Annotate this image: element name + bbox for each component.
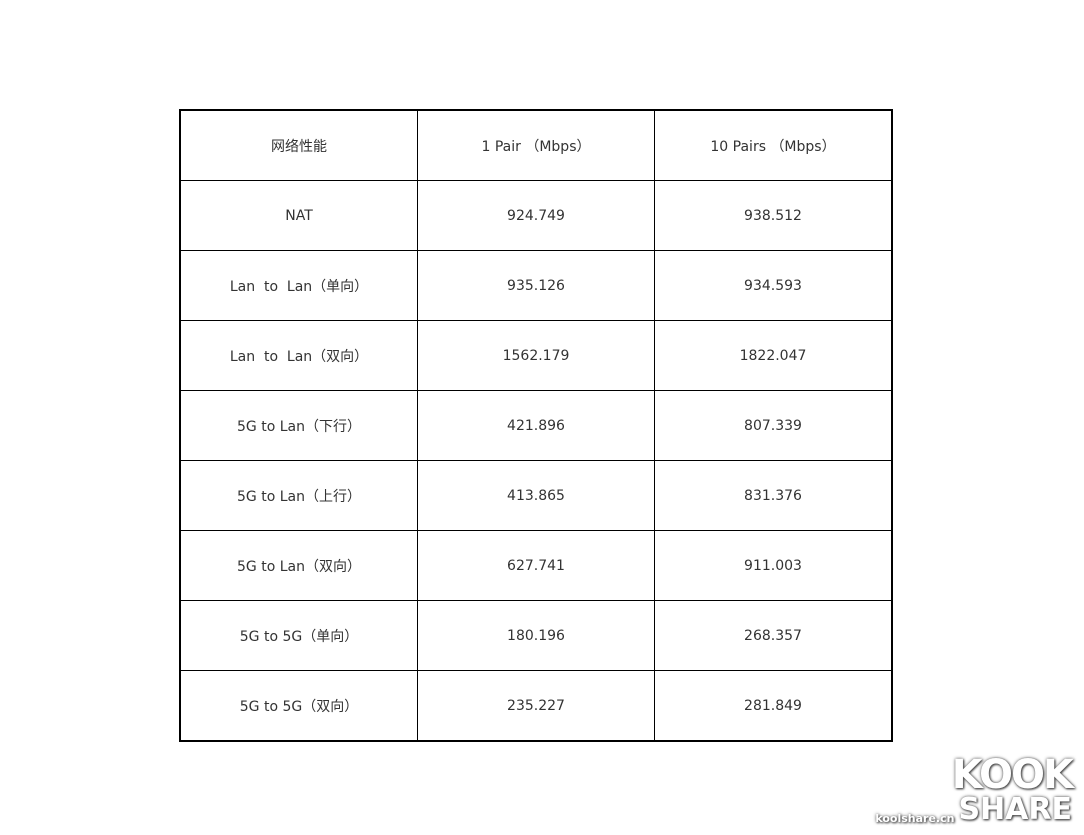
- performance-table: 网络性能 1 Pair （Mbps） 10 Pairs （Mbps） NAT 924.7…: [179, 109, 893, 742]
- table-row: NAT 924.749 938.512: [179, 180, 893, 251]
- koolshare-watermark: KOOK koolshare.cn SHARE: [875, 752, 1074, 827]
- row-label-cell: 5G to 5G（单向）: [179, 600, 418, 671]
- row-label-cell: 5G to 5G（双向）: [179, 670, 418, 742]
- row-label-cell: 5G to Lan（下行）: [179, 390, 418, 461]
- value-cell: 911.003: [654, 530, 893, 601]
- table-row: Lan to Lan（单向） 935.126 934.593: [179, 250, 893, 321]
- value-cell: 935.126: [417, 250, 655, 321]
- value-cell: 807.339: [654, 390, 893, 461]
- header-cell: 网络性能: [179, 109, 418, 181]
- watermark-logo-bottom: SHARE: [958, 792, 1072, 827]
- table-row: 5G to 5G（单向） 180.196 268.357: [179, 600, 893, 671]
- table-row: 5G to Lan（双向） 627.741 911.003: [179, 530, 893, 601]
- header-cell: 10 Pairs （Mbps）: [654, 109, 893, 181]
- value-cell: 627.741: [417, 530, 655, 601]
- row-label-cell: Lan to Lan（单向）: [179, 250, 418, 321]
- table-row: 5G to Lan（上行） 413.865 831.376: [179, 460, 893, 531]
- header-row: 网络性能 1 Pair （Mbps） 10 Pairs （Mbps）: [179, 109, 893, 181]
- table-row: 5G to Lan（下行） 421.896 807.339: [179, 390, 893, 461]
- table-row: 5G to 5G（双向） 235.227 281.849: [179, 670, 893, 742]
- value-cell: 831.376: [654, 460, 893, 531]
- value-cell: 180.196: [417, 600, 655, 671]
- row-label-cell: 5G to Lan（双向）: [179, 530, 418, 601]
- watermark-logo-top: KOOK: [951, 752, 1074, 798]
- value-cell: 281.849: [654, 670, 893, 742]
- value-cell: 934.593: [654, 250, 893, 321]
- value-cell: 421.896: [417, 390, 655, 461]
- value-cell: 1562.179: [417, 320, 655, 391]
- value-cell: 1822.047: [654, 320, 893, 391]
- value-cell: 938.512: [654, 180, 893, 251]
- watermark-site: koolshare.cn: [875, 812, 955, 825]
- table-row: Lan to Lan（双向） 1562.179 1822.047: [179, 320, 893, 391]
- value-cell: 924.749: [417, 180, 655, 251]
- value-cell: 268.357: [654, 600, 893, 671]
- row-label-cell: NAT: [179, 180, 418, 251]
- value-cell: 235.227: [417, 670, 655, 742]
- value-cell: 413.865: [417, 460, 655, 531]
- row-label-cell: Lan to Lan（双向）: [179, 320, 418, 391]
- row-label-cell: 5G to Lan（上行）: [179, 460, 418, 531]
- header-cell: 1 Pair （Mbps）: [417, 109, 655, 181]
